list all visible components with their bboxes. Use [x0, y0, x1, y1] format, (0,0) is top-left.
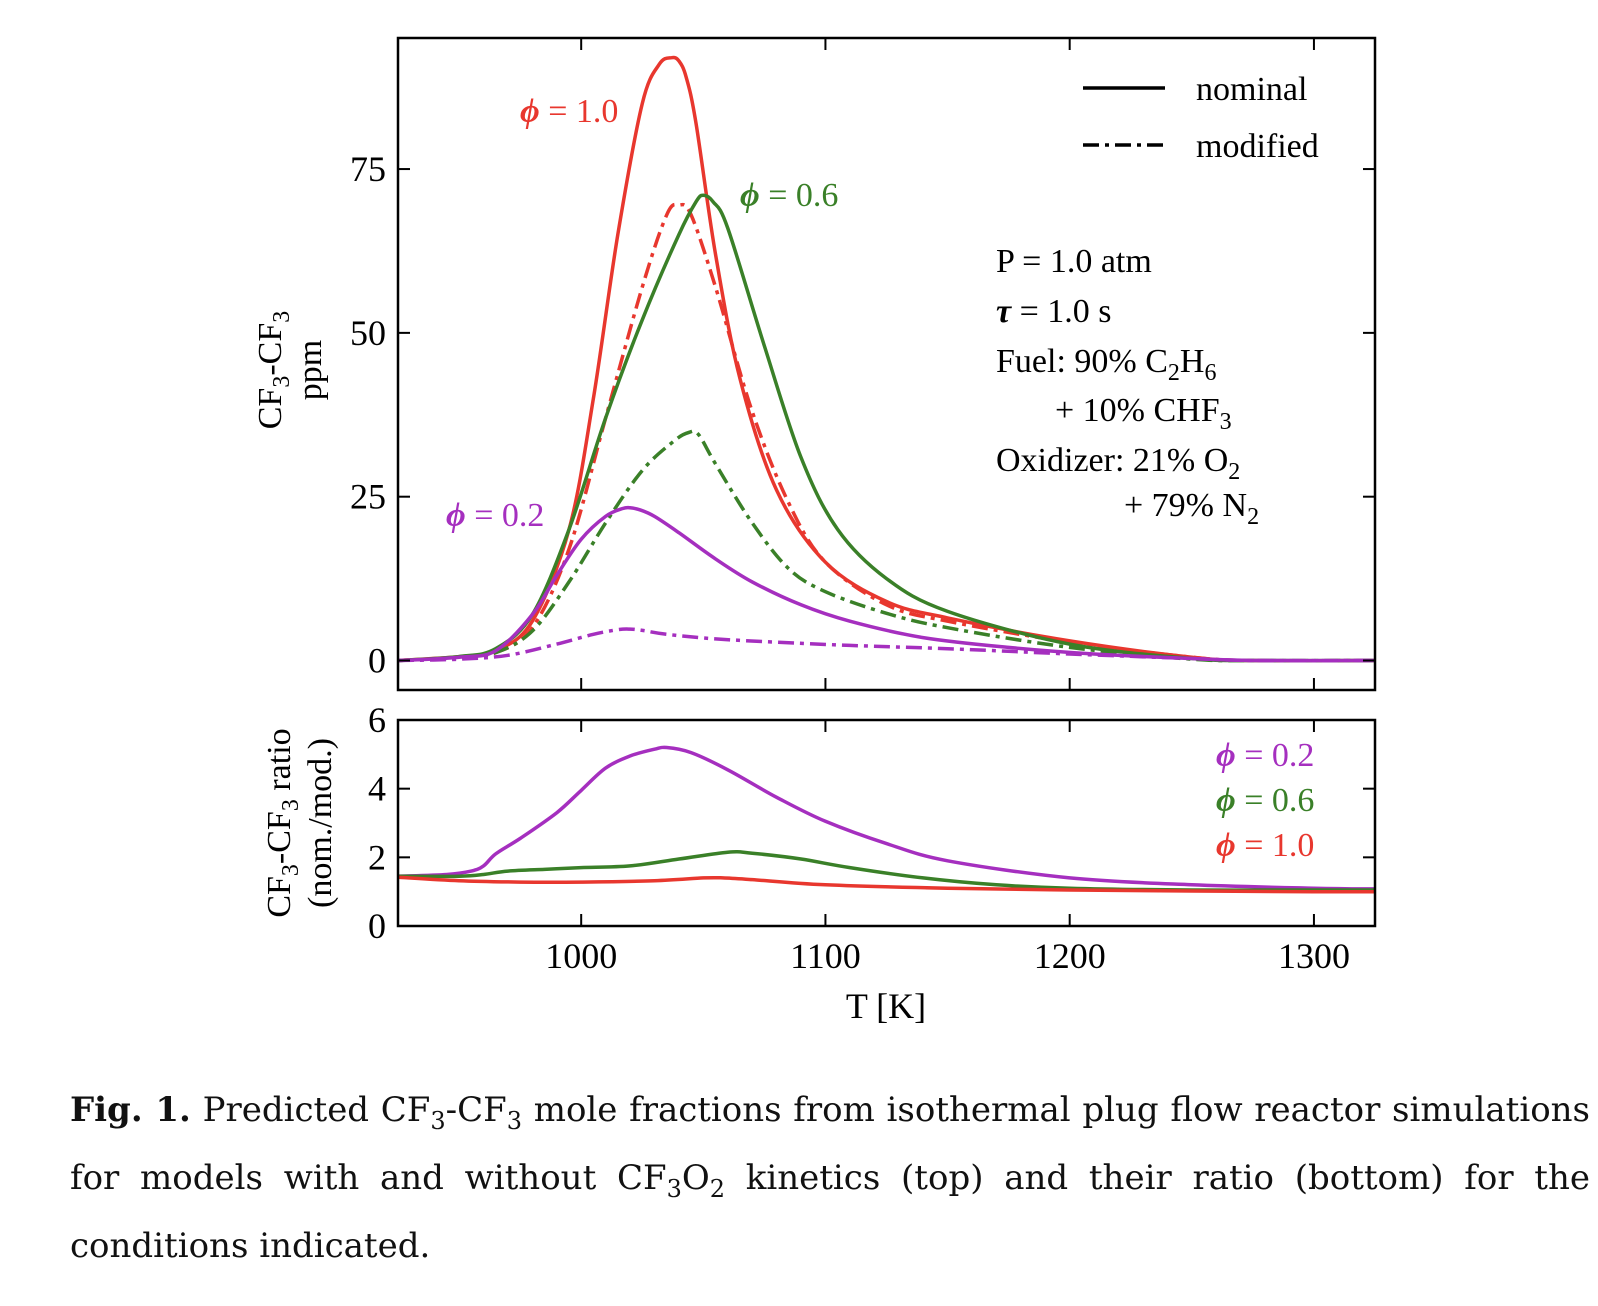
caption-label: Fig. 1.	[70, 1090, 191, 1130]
bottom-legend-phi-0-6: ϕ = 0.6	[1216, 782, 1314, 819]
figure: 0 25 50 75 CF3-CF3 ppm ϕ = 1.0 ϕ = 0.6 ϕ = …	[252, 36, 1377, 1026]
top-series-1-0-modified	[398, 202, 1375, 663]
bottom-xtick-label: 1000	[545, 936, 617, 976]
bottom-series-group	[398, 745, 1375, 894]
condition-fuel-line1: Fuel: 90% C2H6	[996, 343, 1216, 386]
annotation-phi-0-2: ϕ = 0.2	[446, 497, 544, 534]
condition-pressure: P = 1.0 atm	[996, 243, 1152, 280]
caption-text: Predicted CF3-CF3 mole fractions from is…	[70, 1090, 1591, 1266]
top-plot-frame	[396, 36, 1377, 692]
figure-caption: Fig. 1. Predicted CF3-CF3 mole fractions…	[70, 1082, 1590, 1275]
top-panel: 0 25 50 75 CF3-CF3 ppm ϕ = 1.0 ϕ = 0.6 ϕ = …	[252, 36, 1377, 692]
condition-fuel-line2: + 10% CHF3	[1055, 392, 1232, 435]
condition-tau: τ = 1.0 s	[996, 293, 1112, 330]
annotation-phi-0-6: ϕ = 0.6	[740, 177, 838, 214]
bottom-ylabel-line2: (nom./mod.)	[302, 738, 339, 908]
legend-modified-label: modified	[1196, 128, 1319, 165]
bottom-legend-phi-0-2: ϕ = 0.2	[1216, 737, 1314, 774]
bottom-xtick-label: 1200	[1034, 936, 1106, 976]
top-ylabel-line1: CF3-CF3	[252, 311, 295, 430]
bottom-legend-phi-1-0: ϕ = 1.0	[1216, 827, 1314, 864]
top-ytick-label: 75	[350, 149, 386, 189]
top-series-0-2-modified	[398, 627, 1375, 663]
bottom-series-clip	[398, 745, 1375, 894]
top-ticks: 0 25 50 75	[350, 38, 1375, 690]
bottom-xtick-label: 1300	[1278, 936, 1350, 976]
top-ytick-label: 50	[350, 313, 386, 353]
bottom-ytick-label: 4	[368, 769, 386, 809]
bottom-series-1-0	[398, 875, 1375, 894]
conditions-block: P = 1.0 atm τ = 1.0 s Fuel: 90% C2H6 + 1…	[996, 243, 1259, 530]
top-legend: nominal modified	[1083, 71, 1319, 165]
top-series-0-2-nominal	[398, 505, 1375, 663]
top-series-clip	[398, 55, 1375, 663]
top-series-0-6-modified	[398, 429, 1375, 663]
bottom-panel: 0 2 4 6 1000 1100 1200 1300 CF3-CF3 ratio (nom.…	[261, 700, 1377, 1026]
bottom-ytick-label: 6	[368, 700, 386, 740]
bottom-ytick-label: 0	[368, 906, 386, 946]
legend-nominal-label: nominal	[1196, 71, 1307, 108]
annotation-phi-1-0: ϕ = 1.0	[520, 93, 618, 130]
bottom-ylabel-line1: CF3-CF3 ratio	[261, 728, 304, 917]
bottom-ytick-label: 2	[368, 837, 386, 877]
bottom-xlabel: T [K]	[846, 986, 926, 1026]
top-ytick-label: 0	[368, 641, 386, 681]
condition-oxidizer-line2: + 79% N2	[1124, 487, 1259, 530]
condition-oxidizer-line1: Oxidizer: 21% O2	[996, 442, 1240, 485]
bottom-legend: ϕ = 0.2 ϕ = 0.6 ϕ = 1.0	[1216, 737, 1314, 864]
top-series-0-6-nominal	[398, 193, 1375, 663]
bottom-series-0-2	[398, 745, 1375, 891]
bottom-ticks: 0 2 4 6 1000 1100 1200 1300	[368, 700, 1375, 976]
top-ytick-label: 25	[350, 477, 386, 517]
bottom-plot-frame	[396, 718, 1377, 928]
bottom-xtick-label: 1100	[790, 936, 861, 976]
top-series-group	[398, 55, 1375, 663]
top-ylabel-line2: ppm	[292, 340, 329, 400]
